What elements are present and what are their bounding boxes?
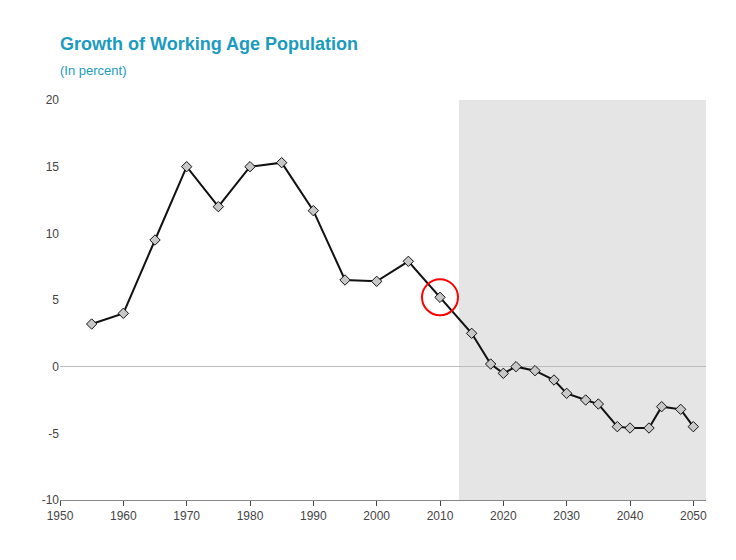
svg-text:(In percent): (In percent): [60, 63, 126, 78]
svg-text:5: 5: [52, 293, 59, 307]
svg-text:2000: 2000: [363, 509, 390, 523]
svg-text:2010: 2010: [427, 509, 454, 523]
svg-text:-5: -5: [48, 427, 59, 441]
svg-text:1990: 1990: [300, 509, 327, 523]
svg-text:1980: 1980: [237, 509, 264, 523]
svg-text:15: 15: [46, 160, 60, 174]
svg-text:2050: 2050: [680, 509, 707, 523]
svg-text:20: 20: [46, 93, 60, 107]
svg-text:2020: 2020: [490, 509, 517, 523]
svg-text:1960: 1960: [110, 509, 137, 523]
svg-text:1950: 1950: [47, 509, 74, 523]
svg-text:Growth of Working Age Populati: Growth of Working Age Population: [60, 34, 358, 54]
svg-text:1970: 1970: [173, 509, 200, 523]
svg-text:10: 10: [46, 227, 60, 241]
svg-text:0: 0: [52, 360, 59, 374]
svg-text:2040: 2040: [617, 509, 644, 523]
svg-text:-10: -10: [42, 493, 60, 507]
svg-text:2030: 2030: [553, 509, 580, 523]
